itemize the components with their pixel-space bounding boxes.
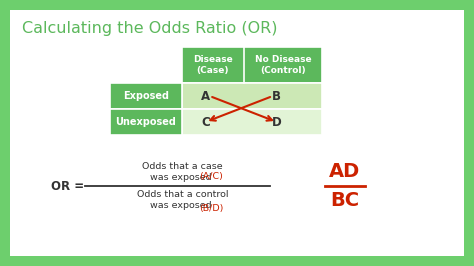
Bar [182, 47, 322, 83]
Bar [110, 109, 182, 135]
Text: No Disease
(Control): No Disease (Control) [255, 55, 311, 75]
Text: Odds that a case
was exposed: Odds that a case was exposed [142, 162, 223, 182]
Text: BC: BC [330, 191, 360, 210]
Text: C: C [201, 115, 210, 128]
Text: OR =: OR = [52, 180, 84, 193]
Text: D: D [272, 115, 282, 128]
Text: B: B [272, 89, 281, 102]
Bar [182, 83, 322, 109]
Text: A: A [201, 89, 210, 102]
Text: (A/C): (A/C) [200, 172, 223, 181]
Text: Calculating the Odds Ratio (OR): Calculating the Odds Ratio (OR) [22, 20, 277, 35]
Bar [110, 83, 182, 109]
Text: Unexposed: Unexposed [116, 117, 176, 127]
Text: AD: AD [329, 162, 361, 181]
Text: Odds that a control
was exposed: Odds that a control was exposed [137, 190, 228, 210]
Text: Disease
(Case): Disease (Case) [193, 55, 233, 75]
Text: Exposed: Exposed [123, 91, 169, 101]
Text: (B/D): (B/D) [200, 204, 224, 213]
Bar [182, 109, 322, 135]
